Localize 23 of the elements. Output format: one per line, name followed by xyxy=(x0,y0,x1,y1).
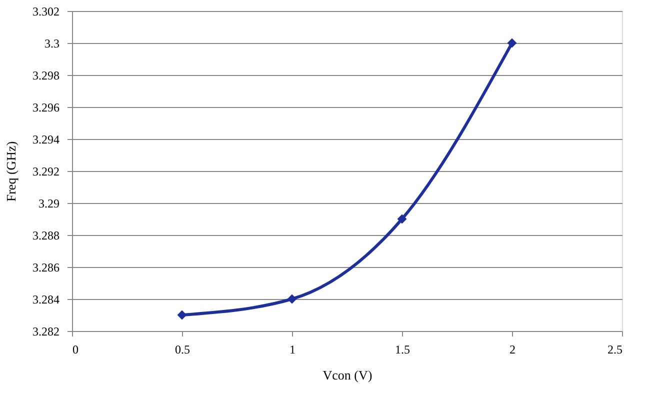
x-axis-title: Vcon (V) xyxy=(322,368,372,382)
y-tick-label: 3.3 xyxy=(44,36,60,50)
x-tick-label: 0 xyxy=(72,342,78,356)
y-tick-label: 3.29 xyxy=(38,196,60,210)
x-tick-label: 1 xyxy=(290,342,296,356)
point xyxy=(287,294,297,304)
y-tick-label: 3.282 xyxy=(32,324,60,338)
y-tick-label: 3.294 xyxy=(32,132,60,146)
point xyxy=(397,214,407,224)
point xyxy=(177,310,187,320)
y-tick-label: 3.286 xyxy=(32,260,60,274)
x-tick-label: 0.5 xyxy=(175,342,190,356)
x-tick-label: 2.5 xyxy=(608,342,622,356)
y-axis-title: Freq (GHz) xyxy=(4,141,18,202)
y-tick-label: 3.288 xyxy=(32,228,60,242)
y-tick-label: 3.296 xyxy=(32,100,60,114)
y-tick-label: 3.292 xyxy=(32,164,60,178)
point xyxy=(507,38,517,48)
x-tick-label: 1.5 xyxy=(395,342,410,356)
x-tick-label: 2 xyxy=(510,342,516,356)
y-tick-label: 3.302 xyxy=(32,4,60,18)
y-tick-label: 3.284 xyxy=(32,292,60,306)
y-tick-label: 3.298 xyxy=(32,68,60,82)
